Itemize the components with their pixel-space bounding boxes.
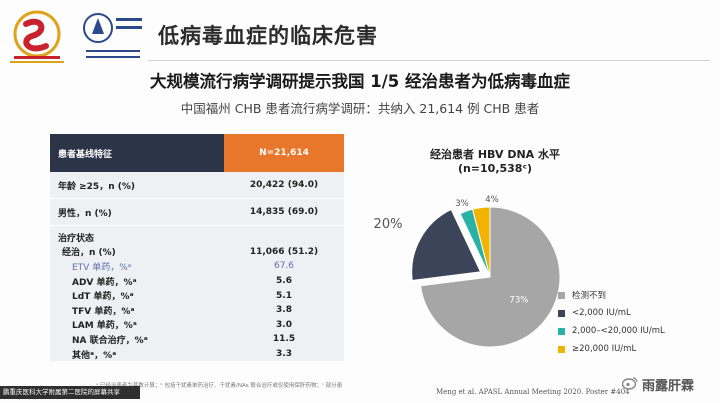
weibo-watermark: 雨露肝霖 [642, 379, 695, 394]
table-row: 其他ᵃ，%ᵃ 3.3 [50, 347, 344, 362]
chart-subtitle: (n=10,538ᶜ) [457, 162, 533, 175]
group-title: 治疗状态 [50, 230, 344, 245]
table-row: 男性，n (%) 14,835 (69.0) [50, 199, 344, 226]
group-title-label: 治疗状态 [58, 233, 95, 244]
pie-slice-label: 4% [485, 195, 499, 205]
legend-label: <2,000 IU/mL [572, 308, 631, 318]
table-row: ADV 单药，%ᵃ 5.6 [50, 274, 344, 289]
pie-slice [410, 207, 483, 283]
citation: Meng et al. APASL Annual Meeting 2020. P… [436, 388, 630, 396]
row-label: LAM 单药，%ᵃ [72, 321, 137, 332]
chart-legend: 检测不到 <2,000 IU/mL 2,000–<20,000 IU/mL ≥20,0… [558, 286, 665, 358]
table-row: LAM 单药，%ᵃ 3.0 [50, 318, 344, 333]
row-value: 11,066 (51.2) [249, 246, 319, 257]
row-label: ADV 单药，%ᵃ [72, 277, 137, 288]
hbv-dna-pie-chart: 73% 20% 3% 4% [374, 195, 561, 348]
row-label: ETV 单药，%ᵃ [72, 262, 132, 273]
subline: 中国福州 CHB 患者流行病学调研：共纳入 21,614 例 CHB 患者 [180, 101, 540, 116]
row-label: 男性，n (%) [58, 208, 112, 219]
table-header: 患者基线特征 N=21,614 [50, 134, 344, 172]
baseline-table: 患者基线特征 N=21,614 年龄 ≥25，n (%) 20,422 (94.… [50, 134, 344, 362]
legend-swatch [558, 345, 565, 353]
hospital-anniversary-logo [10, 10, 64, 63]
row-value: 3.8 [276, 305, 292, 316]
legend-label: 检测不到 [572, 291, 607, 301]
row-label: 其他ᵃ，%ᵃ [72, 350, 117, 361]
row-label: 年龄 ≥25，n (%) [58, 181, 135, 192]
pie-slice [471, 206, 491, 278]
row-value: 20,422 (94.0) [249, 180, 319, 190]
row-label: LdT 单药，%ᵃ [72, 292, 134, 303]
table-row: 经治，n (%) 11,066 (51.2) [50, 245, 344, 260]
row-label: TFV 单药，%ᵃ [72, 306, 135, 317]
row-label: 经治，n (%) [62, 248, 116, 259]
row-label: NA 联合治疗，%ᵃ [72, 335, 148, 346]
row-value: 67.6 [273, 261, 295, 272]
legend-item: <2,000 IU/mL [558, 304, 665, 322]
row-value: 3.3 [276, 349, 292, 360]
table-row: LdT 单药，%ᵃ 5.1 [50, 288, 344, 303]
legend-swatch [558, 291, 565, 299]
screen-share-banner: 鹏重庆医科大学附属第二医院的屏幕共享 [0, 386, 140, 399]
pie-slice-label: 20% [374, 217, 403, 232]
treatment-group: 治疗状态 经治，n (%) 11,066 (51.2) ETV 单药，%ᵃ 67… [50, 226, 344, 362]
pie-slice-label: 73% [509, 295, 528, 305]
legend-item: ≥20,000 IU/mL [558, 340, 665, 358]
table-row: 年龄 ≥25，n (%) 20,422 (94.0) [50, 172, 344, 199]
header-label: 患者基线特征 [50, 134, 224, 172]
legend-label: 2,000–<20,000 IU/mL [572, 326, 665, 336]
title-divider [148, 60, 710, 61]
row-value: 3.0 [276, 319, 292, 330]
weibo-icon [622, 377, 638, 390]
row-value: 5.6 [276, 276, 292, 287]
table-row: TFV 单药，%ᵃ 3.8 [50, 303, 344, 318]
legend-item: 2,000–<20,000 IU/mL [558, 322, 665, 340]
slide-title: 低病毒血症的临床危害 [158, 24, 378, 48]
header-n: N=21,614 [224, 134, 344, 172]
row-value: 11.5 [272, 334, 296, 345]
pie-slice-label: 3% [455, 199, 469, 209]
row-value: 14,835 (69.0) [249, 207, 319, 217]
row-value: 5.1 [276, 290, 292, 301]
legend-item: 检测不到 [558, 286, 665, 304]
legend-label: ≥20,000 IU/mL [572, 344, 637, 354]
university-logo [83, 13, 142, 58]
legend-swatch [558, 309, 565, 317]
legend-swatch [558, 327, 565, 335]
table-row: NA 联合治疗，%ᵃ 11.5 [50, 332, 344, 347]
table-row: ETV 单药，%ᵃ 67.6 [50, 259, 344, 274]
chart-title: 经治患者 HBV DNA 水平 [430, 148, 560, 161]
headline: 大规模流行病学调研提示我国 1/5 经治患者为低病毒血症 [150, 72, 570, 91]
